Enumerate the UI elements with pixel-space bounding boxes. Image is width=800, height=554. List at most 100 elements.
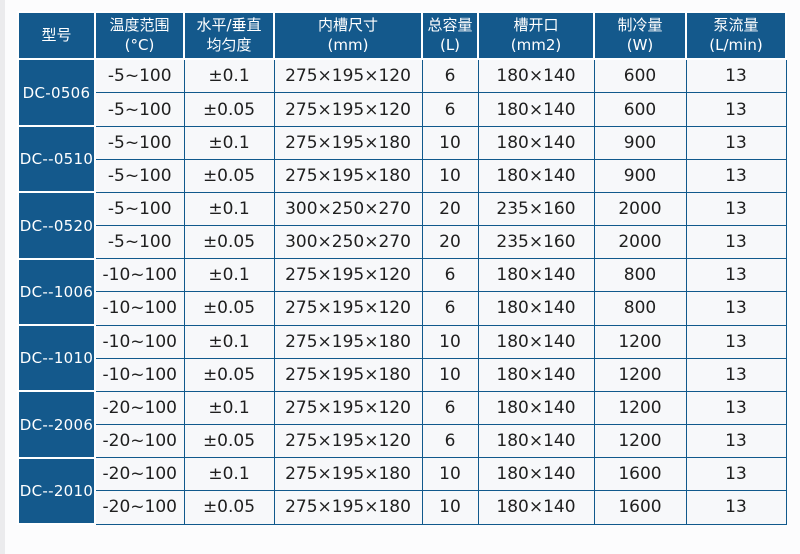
- temp-cell: -5~100: [94, 191, 185, 227]
- capacity-cell: 6: [421, 423, 479, 459]
- flow-cell: 13: [685, 125, 787, 160]
- temp-cell: -5~100: [94, 158, 185, 193]
- uniformity-cell: ±0.1: [183, 457, 275, 492]
- tank-size-cell: 275×195×180: [273, 324, 423, 359]
- cooling-cell: 1200: [593, 390, 687, 426]
- flow-cell: 13: [685, 423, 787, 459]
- uniformity-cell: ±0.1: [183, 258, 275, 293]
- capacity-cell: 10: [421, 324, 479, 359]
- uniformity-cell: ±0.1: [183, 191, 275, 227]
- header-cooling: 制冷量 (W): [593, 11, 687, 60]
- temp-cell: -20~100: [94, 390, 185, 426]
- capacity-cell: 20: [421, 225, 479, 260]
- tank-size-cell: 275×195×180: [273, 158, 423, 193]
- flow-cell: 13: [685, 92, 787, 127]
- opening-cell: 180×140: [477, 423, 595, 459]
- opening-cell: 180×140: [477, 92, 595, 127]
- header-temp-range: 温度范围 (°C): [94, 11, 185, 60]
- capacity-cell: 6: [421, 92, 479, 127]
- capacity-cell: 6: [421, 58, 479, 94]
- uniformity-cell: ±0.05: [183, 357, 275, 392]
- header-opening: 槽开口 (mm2): [477, 11, 595, 60]
- temp-cell: -5~100: [94, 225, 185, 260]
- cooling-cell: 800: [593, 291, 687, 326]
- opening-cell: 180×140: [477, 457, 595, 492]
- tank-size-cell: 275×195×120: [273, 390, 423, 426]
- header-tank-size: 内槽尺寸 (mm): [273, 11, 423, 60]
- cooling-cell: 600: [593, 92, 687, 127]
- uniformity-cell: ±0.05: [183, 92, 275, 127]
- tank-size-cell: 275×195×180: [273, 490, 423, 525]
- temp-cell: -10~100: [94, 324, 185, 359]
- flow-cell: 13: [685, 291, 787, 326]
- cooling-cell: 1600: [593, 490, 687, 525]
- uniformity-cell: ±0.05: [183, 158, 275, 193]
- uniformity-cell: ±0.1: [183, 58, 275, 94]
- temp-cell: -10~100: [94, 357, 185, 392]
- table-row: -10~100 ±0.05 275×195×120 6 180×140 800 …: [18, 291, 787, 326]
- uniformity-cell: ±0.1: [183, 390, 275, 426]
- opening-cell: 180×140: [477, 158, 595, 193]
- temp-cell: -5~100: [94, 125, 185, 160]
- cooling-cell: 1200: [593, 423, 687, 459]
- flow-cell: 13: [685, 258, 787, 293]
- tank-size-cell: 300×250×270: [273, 191, 423, 227]
- table-body: DC-0506 -5~100 ±0.1 275×195×120 6 180×14…: [17, 57, 787, 526]
- flow-cell: 13: [685, 490, 787, 525]
- header-model: 型号: [17, 11, 96, 60]
- flow-cell: 13: [685, 191, 787, 227]
- model-cell: DC--2006: [17, 390, 96, 459]
- flow-cell: 13: [685, 58, 787, 94]
- tank-size-cell: 275×195×120: [273, 291, 423, 326]
- capacity-cell: 6: [421, 258, 479, 293]
- opening-cell: 235×160: [477, 225, 595, 260]
- uniformity-cell: ±0.05: [183, 490, 275, 525]
- temp-cell: -10~100: [94, 291, 185, 326]
- table-row: DC--2010 -20~100 ±0.1 275×195×180 10 180…: [17, 456, 787, 526]
- opening-cell: 235×160: [477, 191, 595, 227]
- capacity-cell: 6: [421, 390, 479, 426]
- capacity-cell: 10: [421, 125, 479, 160]
- tank-size-cell: 275×195×180: [273, 125, 423, 160]
- model-cell: DC--2010: [17, 456, 96, 526]
- opening-cell: 180×140: [477, 390, 595, 426]
- flow-cell: 13: [685, 390, 787, 426]
- table-row: DC--2006 -20~100 ±0.1 275×195×120 6 180×…: [17, 390, 787, 459]
- model-cell: DC--1010: [17, 324, 96, 393]
- table-row: -20~100 ±0.05 275×195×180 10 180×140 160…: [18, 490, 787, 525]
- capacity-cell: 10: [421, 457, 479, 492]
- header-uniformity: 水平/垂直 均匀度: [183, 11, 275, 60]
- capacity-cell: 6: [421, 291, 479, 326]
- table-row: DC--1006 -10~100 ±0.1 275×195×120 6 180×…: [17, 257, 787, 327]
- flow-cell: 13: [685, 324, 787, 359]
- flow-cell: 13: [685, 158, 787, 193]
- tank-size-cell: 275×195×120: [273, 258, 423, 293]
- table-header: 型号 温度范围 (°C) 水平/垂直 均匀度 内槽尺寸 (mm) 总容量 (L) 槽开口…: [17, 11, 787, 60]
- uniformity-cell: ±0.05: [183, 423, 275, 459]
- opening-cell: 180×140: [477, 125, 595, 160]
- opening-cell: 180×140: [477, 357, 595, 392]
- table-row: DC--1010 -10~100 ±0.1 275×195×180 10 180…: [17, 324, 787, 393]
- temp-cell: -20~100: [94, 490, 185, 525]
- opening-cell: 180×140: [477, 258, 595, 293]
- temp-cell: -20~100: [94, 423, 185, 459]
- tank-size-cell: 275×195×120: [273, 58, 423, 94]
- header-pump-flow: 泵流量 (L/min): [685, 11, 787, 60]
- model-cell: DC--0520: [17, 191, 96, 260]
- table-row: -10~100 ±0.05 275×195×180 10 180×140 120…: [18, 357, 787, 392]
- cooling-cell: 900: [593, 125, 687, 160]
- table-row: -20~100 ±0.05 275×195×120 6 180×140 1200…: [18, 423, 787, 459]
- capacity-cell: 10: [421, 357, 479, 392]
- cooling-cell: 800: [593, 258, 687, 293]
- opening-cell: 180×140: [477, 324, 595, 359]
- flow-cell: 13: [685, 225, 787, 260]
- cooling-cell: 1200: [593, 324, 687, 359]
- tank-size-cell: 275×195×120: [273, 92, 423, 127]
- page-edge-strip: [0, 0, 5, 554]
- temp-cell: -20~100: [94, 457, 185, 492]
- spec-table: 型号 温度范围 (°C) 水平/垂直 均匀度 内槽尺寸 (mm) 总容量 (L) 槽开口…: [17, 11, 787, 526]
- table-row: DC--0510 -5~100 ±0.1 275×195×180 10 180×…: [17, 125, 787, 194]
- uniformity-cell: ±0.1: [183, 125, 275, 160]
- tank-size-cell: 275×195×180: [273, 457, 423, 492]
- model-cell: DC--0510: [17, 125, 96, 194]
